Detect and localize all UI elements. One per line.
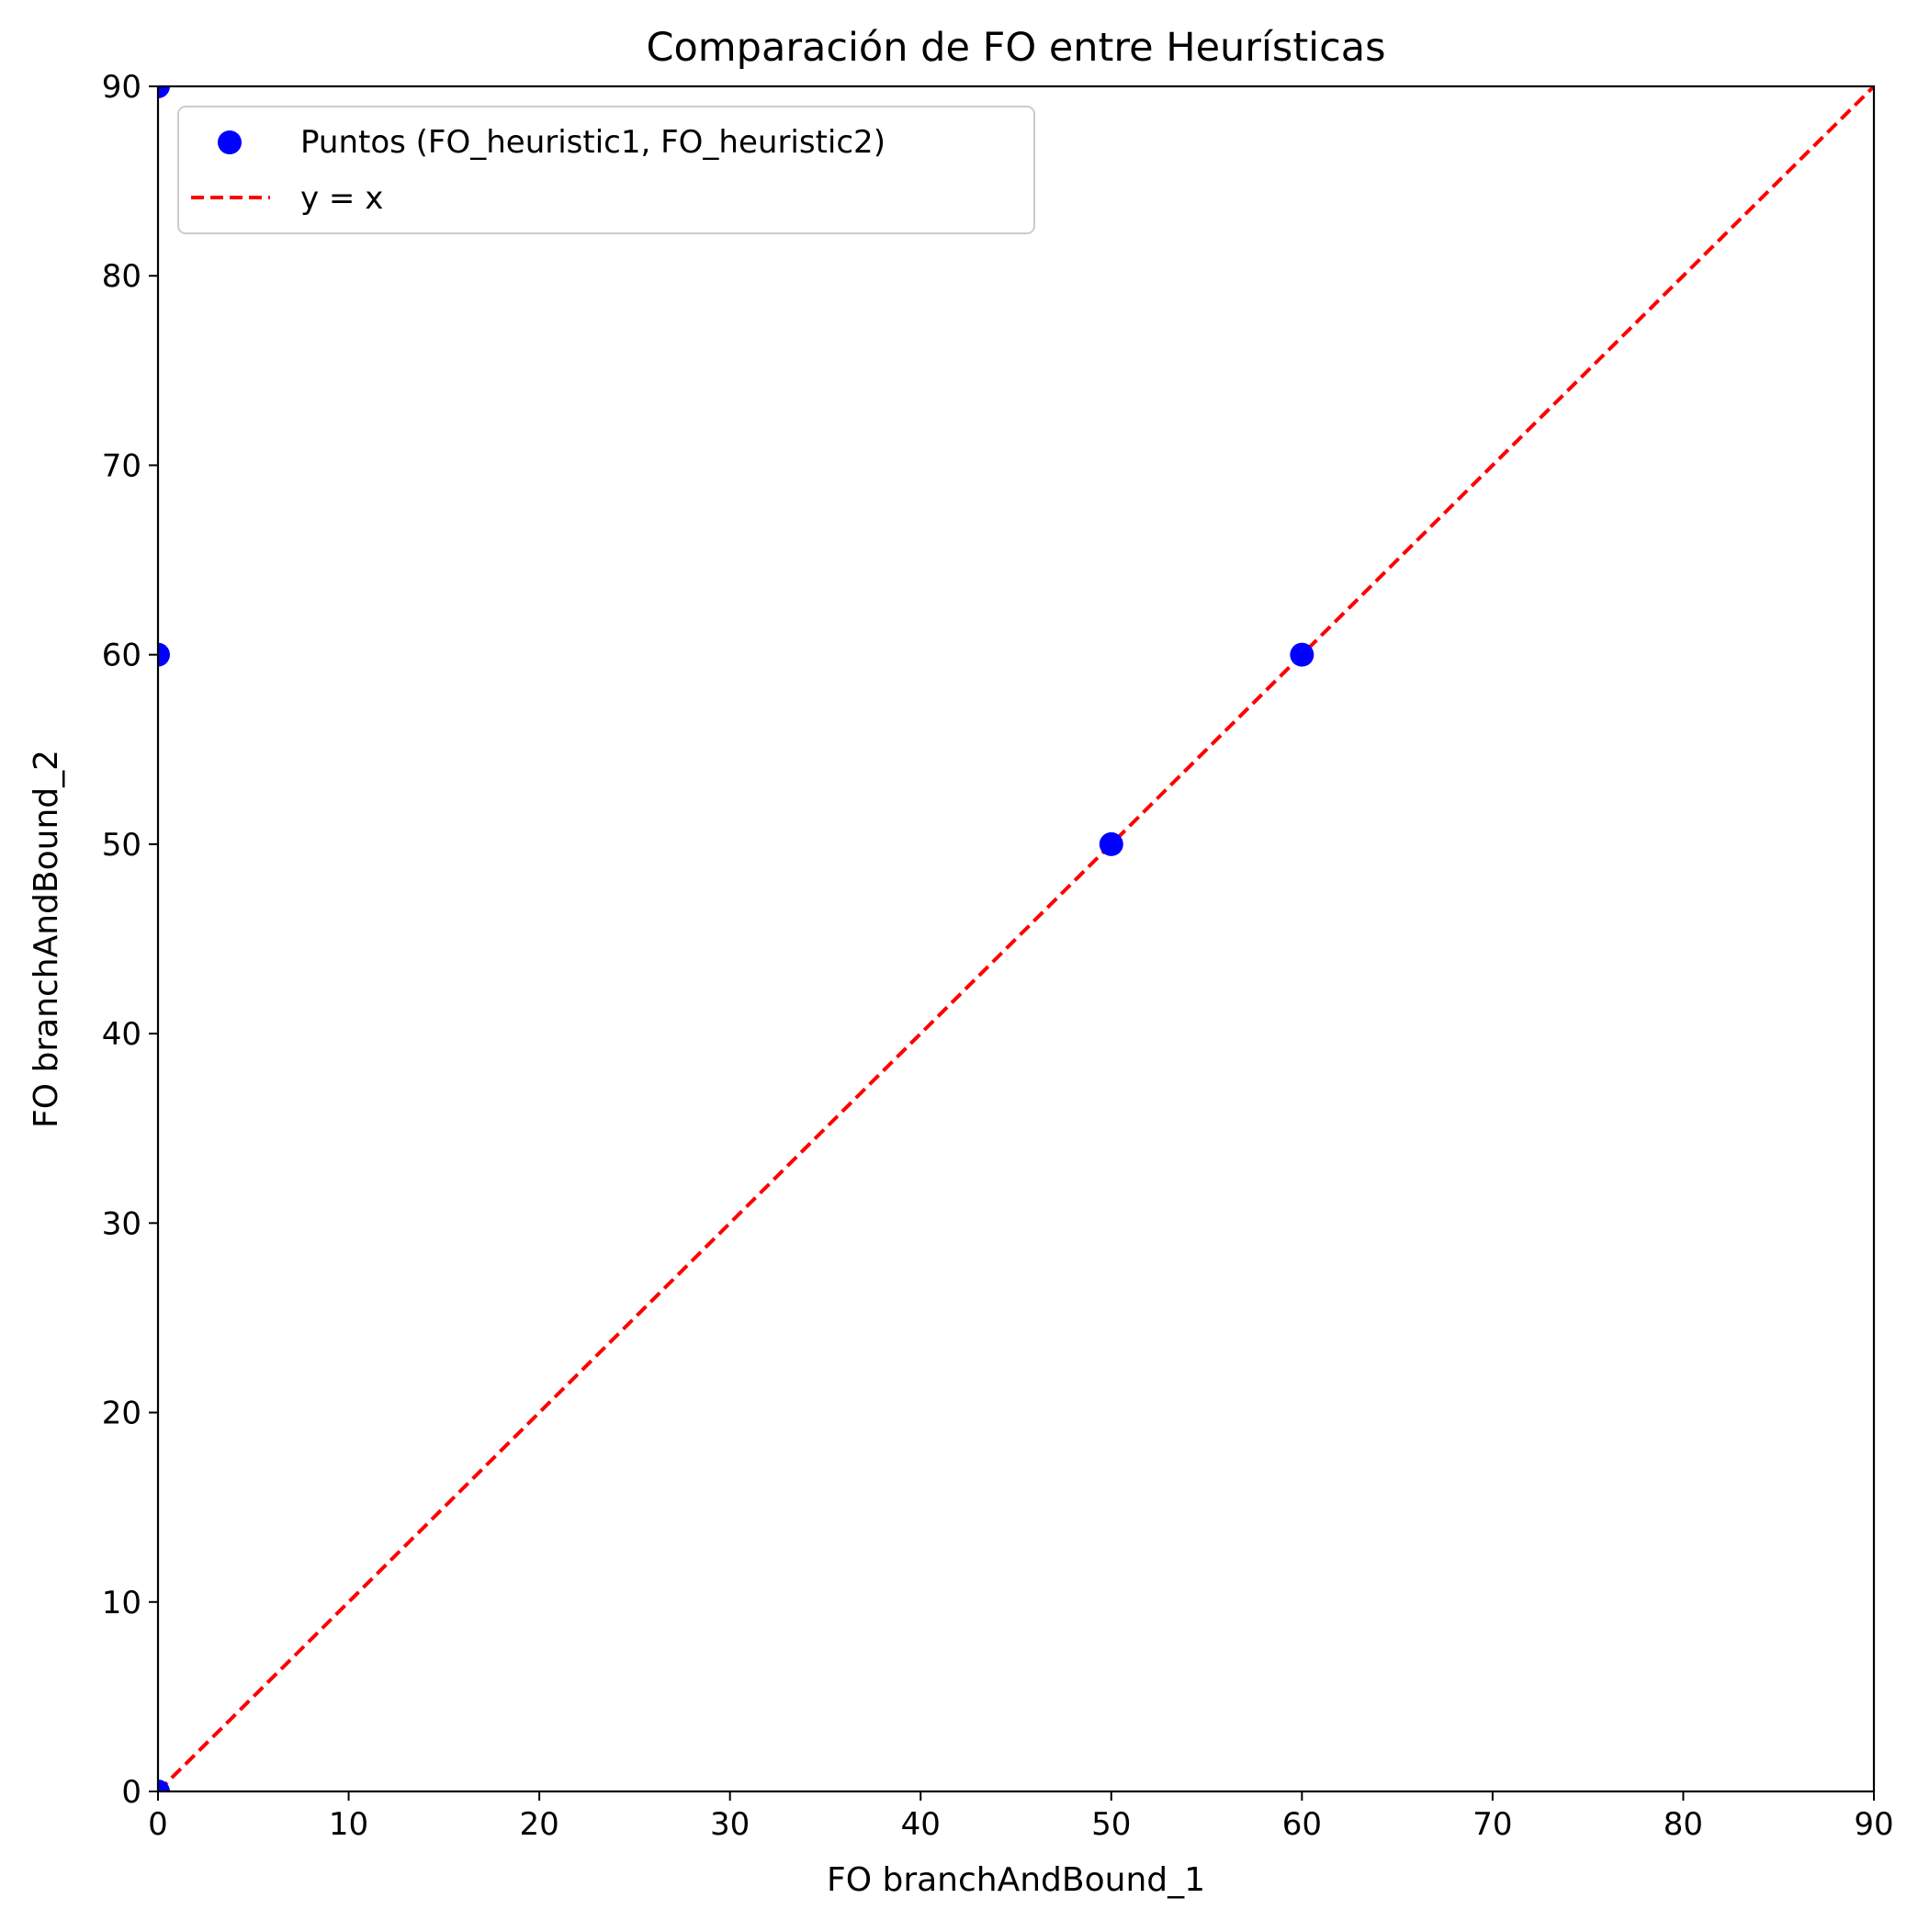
- legend-box: [177, 106, 1035, 234]
- x-tick-label-7: 70: [1472, 1806, 1512, 1843]
- y-tick-label-6: 60: [102, 638, 141, 674]
- x-tick-label-6: 60: [1282, 1806, 1322, 1843]
- x-axis: 0 10 20 30 40 50 60 70 80 90: [148, 1791, 1894, 1843]
- y-axis: 0 10 20 30 40 50 60 70 80 90: [102, 69, 158, 1811]
- x-tick-label-5: 50: [1091, 1806, 1131, 1843]
- data-point-3: [1099, 831, 1123, 856]
- y-tick-label-1: 10: [102, 1585, 141, 1621]
- x-axis-label: FO branchAndBound_1: [827, 1861, 1205, 1899]
- data-point-2: [158, 1779, 170, 1791]
- x-tick-label-9: 90: [1854, 1806, 1893, 1843]
- x-tick-label-8: 80: [1664, 1806, 1703, 1843]
- x-tick-label-3: 30: [710, 1806, 750, 1843]
- y-tick-label-8: 80: [102, 258, 141, 295]
- y-tick-label-2: 20: [102, 1395, 141, 1432]
- legend-label-points: Puntos (FO_heuristic1, FO_heuristic2): [300, 124, 886, 161]
- y-tick-label-0: 0: [121, 1774, 141, 1811]
- data-point-0: [158, 86, 170, 98]
- x-tick-label-0: 0: [148, 1806, 168, 1843]
- x-tick-label-1: 10: [329, 1806, 368, 1843]
- legend: Puntos (FO_heuristic1, FO_heuristic2) y …: [177, 106, 1035, 234]
- legend-marker-points: [218, 130, 242, 154]
- data-point-1: [158, 642, 170, 667]
- y-tick-label-5: 50: [102, 827, 141, 864]
- y-tick-label-7: 70: [102, 447, 141, 484]
- y-axis-label: FO branchAndBound_2: [28, 750, 65, 1128]
- y-tick-label-3: 30: [102, 1205, 141, 1242]
- legend-label-line: y = x: [300, 180, 383, 217]
- y-tick-label-4: 40: [102, 1016, 141, 1053]
- identity-line: [158, 86, 1874, 1791]
- series-layer: [158, 86, 1874, 1791]
- data-point-4: [1290, 642, 1314, 667]
- x-tick-label-2: 20: [519, 1806, 558, 1843]
- x-tick-label-4: 40: [901, 1806, 941, 1843]
- axes-frame: [156, 85, 1876, 1793]
- chart-title: Comparación de FO entre Heurísticas: [646, 25, 1385, 71]
- y-tick-label-9: 90: [102, 69, 141, 106]
